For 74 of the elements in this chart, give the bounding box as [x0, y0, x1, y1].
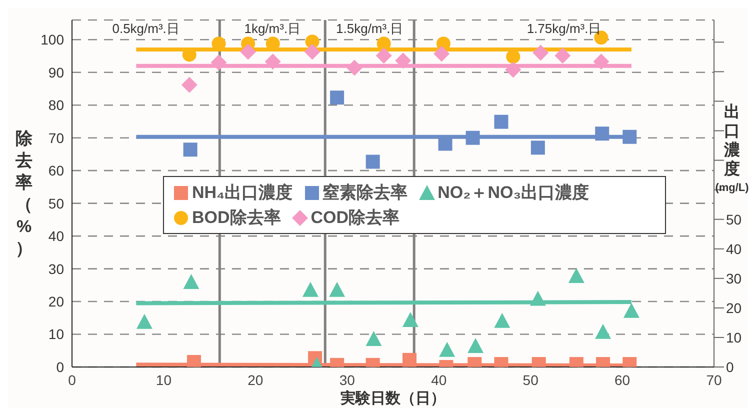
x-tick-label: 10 [156, 372, 172, 388]
point [466, 130, 480, 145]
point [183, 274, 200, 289]
point [505, 62, 522, 78]
x-tick-label: 0 [68, 372, 76, 388]
point [264, 54, 281, 70]
point [468, 338, 484, 354]
y2-tick-label: 0 [726, 358, 734, 375]
x-tick-label: 70 [706, 372, 722, 388]
y-tick-label: 20 [48, 294, 64, 310]
point [346, 60, 362, 76]
x-tick-label: 20 [248, 372, 264, 388]
point [494, 114, 508, 129]
annotation: 1kg/m³.日 [244, 21, 301, 36]
point [530, 290, 546, 306]
point [302, 282, 318, 297]
y-tick-label: 80 [48, 97, 64, 114]
point [439, 342, 456, 357]
point [304, 44, 320, 60]
point [506, 50, 520, 64]
legend-label: NO₂＋NO₃出口濃度 [438, 182, 590, 204]
y-tick-label: 0 [56, 358, 64, 375]
y-tick-label: 10 [48, 326, 64, 342]
y-tick-label: 30 [48, 260, 64, 277]
y-tick-label: 60 [48, 162, 64, 179]
x-tick-label: 30 [339, 372, 356, 388]
y-tick-label: 40 [48, 228, 64, 244]
y-tick-label: 70 [48, 130, 64, 146]
y-tick-label: 50 [48, 195, 64, 212]
annotation: 1.75kg/m³.日 [526, 21, 602, 36]
point [240, 44, 256, 60]
point [595, 324, 612, 339]
y-tick-label: 90 [48, 64, 64, 80]
point [366, 154, 380, 169]
point [366, 330, 382, 346]
point [595, 126, 610, 141]
x-tick-label: 50 [522, 372, 539, 388]
point [530, 140, 545, 155]
point [434, 46, 450, 62]
legend-label: BOD除去率 [192, 207, 281, 229]
point [554, 48, 571, 64]
point [438, 136, 452, 151]
y2-tick-label: 10 [726, 329, 742, 346]
point [330, 90, 344, 105]
y2-tick-label: 40 [726, 240, 742, 257]
point [622, 130, 637, 144]
y-axis-title: 除去率（%） [14, 128, 34, 260]
y2-tick-label: 30 [726, 270, 742, 286]
y2-tick-label: 50 [726, 211, 742, 228]
y2-tick-label: 20 [726, 300, 742, 316]
annotation: 0.5kg/m³.日 [112, 21, 180, 36]
point [376, 48, 392, 64]
point [568, 268, 584, 284]
point [136, 314, 152, 329]
x-axis-title: 実験日数（日） [340, 389, 446, 408]
legend-label: 窒素除去率 [322, 182, 408, 204]
point [623, 302, 640, 318]
point [210, 54, 227, 71]
point [181, 76, 198, 93]
legend-label: NH₄出口濃度 [192, 182, 293, 204]
x-tick-label: 60 [614, 372, 630, 388]
point [395, 52, 412, 69]
x-tick-label: 40 [431, 372, 447, 388]
y-tick-label: 100 [40, 32, 64, 48]
y2-axis-title: 出口濃度(mg/L) [714, 103, 750, 196]
point [329, 282, 346, 297]
point [186, 354, 201, 367]
point [593, 54, 610, 70]
point [532, 44, 549, 61]
annotation: 1.5kg/m³.日 [336, 21, 404, 36]
point [183, 142, 198, 157]
point [402, 312, 418, 328]
point [494, 312, 510, 328]
legend-label: COD除去率 [310, 207, 400, 229]
